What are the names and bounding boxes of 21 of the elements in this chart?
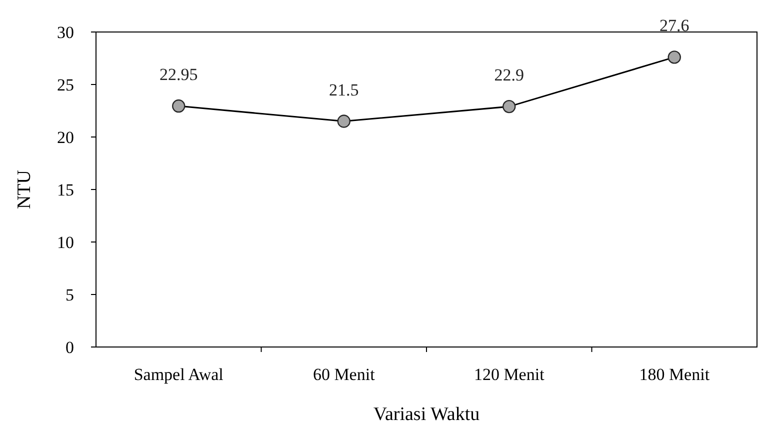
point bbox=[668, 50, 681, 64]
data-label: 27.6 bbox=[660, 16, 690, 36]
point bbox=[172, 99, 186, 113]
point bbox=[502, 100, 516, 114]
y-tick-label: 15 bbox=[57, 180, 74, 200]
data-label: 21.5 bbox=[329, 80, 359, 100]
x-tick-label: 120 Menit bbox=[474, 365, 545, 384]
y-tick-label: 0 bbox=[66, 338, 74, 357]
y-tick-label: 30 bbox=[57, 22, 74, 42]
data-label: 22.95 bbox=[160, 65, 198, 84]
x-tick-label: 60 Menit bbox=[312, 365, 376, 384]
y-tick-label: 5 bbox=[66, 285, 74, 304]
data-label: 22.9 bbox=[494, 66, 524, 85]
y-tick-label: 20 bbox=[57, 128, 74, 147]
y-axis-title: NTU bbox=[14, 170, 35, 210]
y-tick-label: 10 bbox=[57, 232, 74, 252]
x-tick-label: Sampel Awal bbox=[134, 365, 224, 384]
y-tick-label: 25 bbox=[57, 75, 74, 94]
point bbox=[337, 114, 350, 128]
x-tick-label: 180 Menit bbox=[639, 365, 710, 384]
x-axis-title: Variasi Waktu bbox=[373, 404, 480, 425]
